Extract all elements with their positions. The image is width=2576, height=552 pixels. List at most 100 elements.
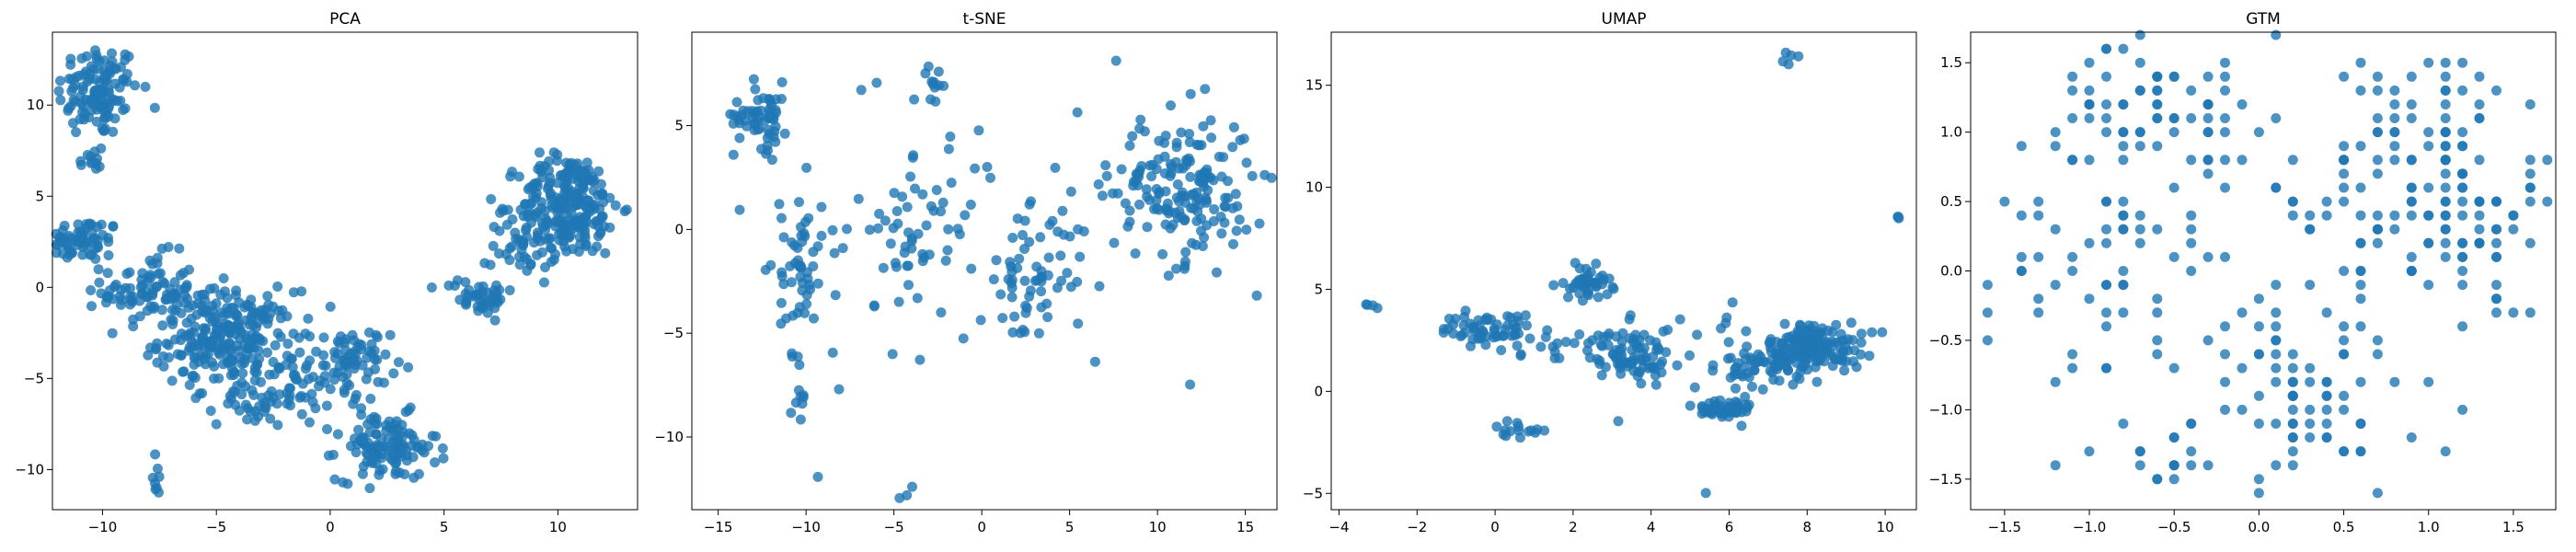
gtm-point xyxy=(2271,335,2282,346)
tsne-point xyxy=(837,243,848,254)
gtm-point xyxy=(2202,251,2214,262)
gtm-point xyxy=(2457,321,2468,332)
gtm-ticks: −1.5 −1.0 −0.5 0.0 0.5 1.0 1.5 −1.5 −1.0 −0.5 0.0 0… xyxy=(1929,54,2524,535)
gtm-point xyxy=(2491,307,2501,318)
pca-point xyxy=(105,68,116,79)
tsne-point xyxy=(888,223,899,234)
pca-point xyxy=(288,287,299,298)
umap-axes-frame xyxy=(1330,31,1917,511)
umap-point xyxy=(1532,424,1543,435)
umap-point xyxy=(1520,310,1531,321)
gtm-point xyxy=(2406,251,2417,262)
gtm-point xyxy=(2440,210,2451,221)
tsne-point xyxy=(913,228,924,239)
pca-point xyxy=(91,116,102,127)
gtm-point xyxy=(2440,141,2451,152)
tsne-point xyxy=(1171,142,1182,153)
tsne-point xyxy=(946,178,957,189)
pca-point xyxy=(399,469,410,479)
pca-point xyxy=(452,275,463,286)
gtm-axes-frame xyxy=(1970,31,2557,511)
pca-point xyxy=(161,339,172,349)
tsne-point xyxy=(816,201,827,213)
pca-point xyxy=(329,474,340,485)
gtm-point xyxy=(2355,210,2366,221)
tsne-point xyxy=(1163,270,1174,282)
pca-point xyxy=(184,380,195,390)
tsne-ytick-label: −5 xyxy=(663,325,684,341)
pca-point xyxy=(188,300,198,311)
gtm-points xyxy=(1982,29,2553,499)
gtm-point xyxy=(2355,446,2366,457)
pca-point xyxy=(385,329,396,340)
gtm-point xyxy=(2118,155,2129,166)
umap-point xyxy=(1847,335,1858,346)
tsne-xtick-label: −15 xyxy=(704,519,733,535)
pca-point xyxy=(504,255,515,266)
pca-title: PCA xyxy=(329,10,361,29)
gtm-point xyxy=(2186,210,2197,221)
pca-point xyxy=(296,408,307,420)
tsne-point xyxy=(1209,204,1220,214)
gtm-point xyxy=(2220,85,2230,96)
pca-point xyxy=(426,282,437,293)
umap-point xyxy=(1779,318,1790,329)
pca-point xyxy=(106,96,117,107)
umap-point xyxy=(1835,328,1846,339)
pca-point xyxy=(564,159,575,170)
umap-ytick-label: 0 xyxy=(1314,383,1323,399)
gtm-point xyxy=(2118,419,2129,429)
umap-point xyxy=(1489,323,1500,334)
pca-point xyxy=(597,211,608,222)
pca-point xyxy=(121,282,131,293)
pca-point xyxy=(294,347,305,358)
tsne-point xyxy=(1122,221,1133,232)
pca-point xyxy=(562,182,573,193)
pca-point xyxy=(318,332,329,343)
tsne-point xyxy=(1020,307,1031,318)
gtm-point xyxy=(2491,237,2501,248)
gtm-point xyxy=(2287,362,2298,374)
pca-point xyxy=(190,373,201,383)
gtm-point xyxy=(2339,71,2350,82)
umap-point xyxy=(1611,345,1622,355)
tsne-point xyxy=(942,245,953,256)
pca-point xyxy=(180,330,190,341)
tsne-point xyxy=(778,279,789,290)
pca-point xyxy=(621,204,632,215)
gtm-point xyxy=(2050,224,2061,235)
tsne-point xyxy=(801,162,812,173)
pca-point xyxy=(535,167,546,178)
pca-point xyxy=(229,386,240,397)
tsne-point xyxy=(1230,189,1241,200)
pca-point xyxy=(578,183,589,194)
gtm-point xyxy=(2168,251,2179,262)
tsne-point xyxy=(778,232,789,243)
gtm-point xyxy=(2101,113,2111,123)
umap-point xyxy=(1577,295,1588,306)
tsne-point xyxy=(938,80,949,91)
pca-point xyxy=(176,307,187,318)
gtm-point xyxy=(2220,349,2230,360)
tsne-point xyxy=(914,354,926,365)
tsne-point xyxy=(827,224,838,236)
pca-xtick-label: −5 xyxy=(206,519,226,535)
pca-point xyxy=(322,424,332,434)
tsne-point xyxy=(747,106,758,117)
pca-point xyxy=(589,219,599,229)
gtm-point xyxy=(2321,432,2332,443)
pca-point xyxy=(522,265,533,276)
pca-point xyxy=(361,374,372,385)
pca-point xyxy=(381,420,392,431)
tsne-point xyxy=(761,148,772,159)
pca-point xyxy=(351,389,362,400)
gtm-point xyxy=(2118,141,2129,152)
tsne-xtick-label: −5 xyxy=(884,519,904,535)
pca-point xyxy=(573,216,584,227)
pca-point xyxy=(362,456,373,467)
pca-xtick-label: 0 xyxy=(326,519,335,535)
gtm-point xyxy=(2152,335,2163,346)
gtm-point xyxy=(2389,127,2400,138)
pca-point xyxy=(321,400,332,411)
umap-point xyxy=(1661,347,1672,358)
